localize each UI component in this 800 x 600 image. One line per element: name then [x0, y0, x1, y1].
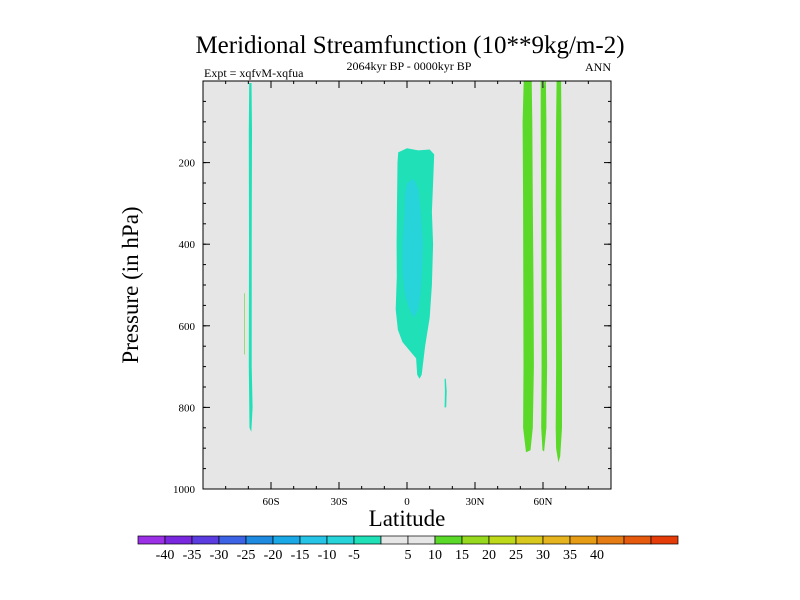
contour-nh-column-2 — [540, 81, 548, 452]
colorbar-box — [569, 535, 598, 545]
colorbar-box — [218, 535, 247, 545]
axis-ticks: 60S 30S 0 30N 60N 200 400 600 800 1000 — [173, 80, 612, 508]
colorbar-label: 25 — [509, 548, 523, 563]
y-tick-label: 600 — [179, 321, 196, 333]
y-tick-label: 800 — [179, 402, 196, 414]
plot-frame — [202, 80, 612, 490]
x-tick-label: 30N — [466, 496, 485, 508]
y-tick-label: 200 — [179, 158, 196, 170]
colorbar-label: 10 — [428, 548, 442, 563]
colorbar-box — [650, 535, 679, 545]
colorbar-label: -5 — [348, 548, 360, 563]
colorbar-box — [407, 535, 436, 545]
colorbar-label: -35 — [183, 548, 202, 563]
period-label: 2064kyr BP - 0000kyr BP — [347, 59, 472, 73]
colorbar-box — [326, 535, 355, 545]
contour-regions — [244, 81, 562, 463]
y-tick-label: 1000 — [173, 484, 196, 496]
colorbar-label: 20 — [482, 548, 496, 563]
colorbar-label: 35 — [563, 548, 577, 563]
colorbar-box — [461, 535, 490, 545]
contour-sh-tiny-positive — [244, 293, 245, 355]
colorbar-box — [137, 535, 166, 545]
colorbar-box — [434, 535, 463, 545]
x-tick-label: 0 — [404, 496, 410, 508]
contour-tropical-core — [402, 178, 423, 318]
colorbar-box — [623, 535, 652, 545]
x-tick-label: 60S — [262, 496, 279, 508]
experiment-label: Expt = xqfvM-xqfua — [204, 66, 304, 80]
colorbar-label: -15 — [291, 548, 310, 563]
y-tick-label: 400 — [179, 239, 196, 251]
colorbar-label: 30 — [536, 548, 550, 563]
colorbar-box — [191, 535, 220, 545]
colorbar-box — [596, 535, 625, 545]
x-tick-label: 60N — [534, 496, 553, 508]
season-label: ANN — [585, 60, 611, 74]
colorbar-label: -20 — [264, 548, 283, 563]
contour-sh-thin-column — [248, 83, 253, 432]
contour-nh-column-1 — [522, 81, 534, 453]
colorbar-box — [380, 535, 409, 545]
y-axis-label: Pressure (in hPa) — [118, 206, 143, 363]
chart-title: Meridional Streamfunction (10**9kg/m-2) — [195, 32, 624, 59]
contour-tropical-small-patch — [444, 378, 447, 408]
x-tick-label: 30S — [330, 496, 347, 508]
colorbar-box — [542, 535, 571, 545]
colorbar-label: -30 — [210, 548, 229, 563]
colorbar-label: 40 — [590, 548, 604, 563]
colorbar: -40 -35 -30 -25 -20 -15 -10 -5 5 10 15 20 25 30 35 40 — [137, 535, 679, 563]
colorbar-box — [164, 535, 193, 545]
colorbar-label: -25 — [237, 548, 256, 563]
colorbar-label: 5 — [405, 548, 412, 563]
colorbar-box — [488, 535, 517, 545]
colorbar-label: -10 — [318, 548, 337, 563]
contour-nh-column-3 — [555, 81, 562, 463]
colorbar-box — [245, 535, 274, 545]
x-axis-label: Latitude — [369, 506, 446, 531]
colorbar-box — [353, 535, 382, 545]
colorbar-label: -40 — [156, 548, 175, 563]
colorbar-box — [299, 535, 328, 545]
colorbar-box — [272, 535, 301, 545]
colorbar-label: 15 — [455, 548, 469, 563]
colorbar-box — [515, 535, 544, 545]
